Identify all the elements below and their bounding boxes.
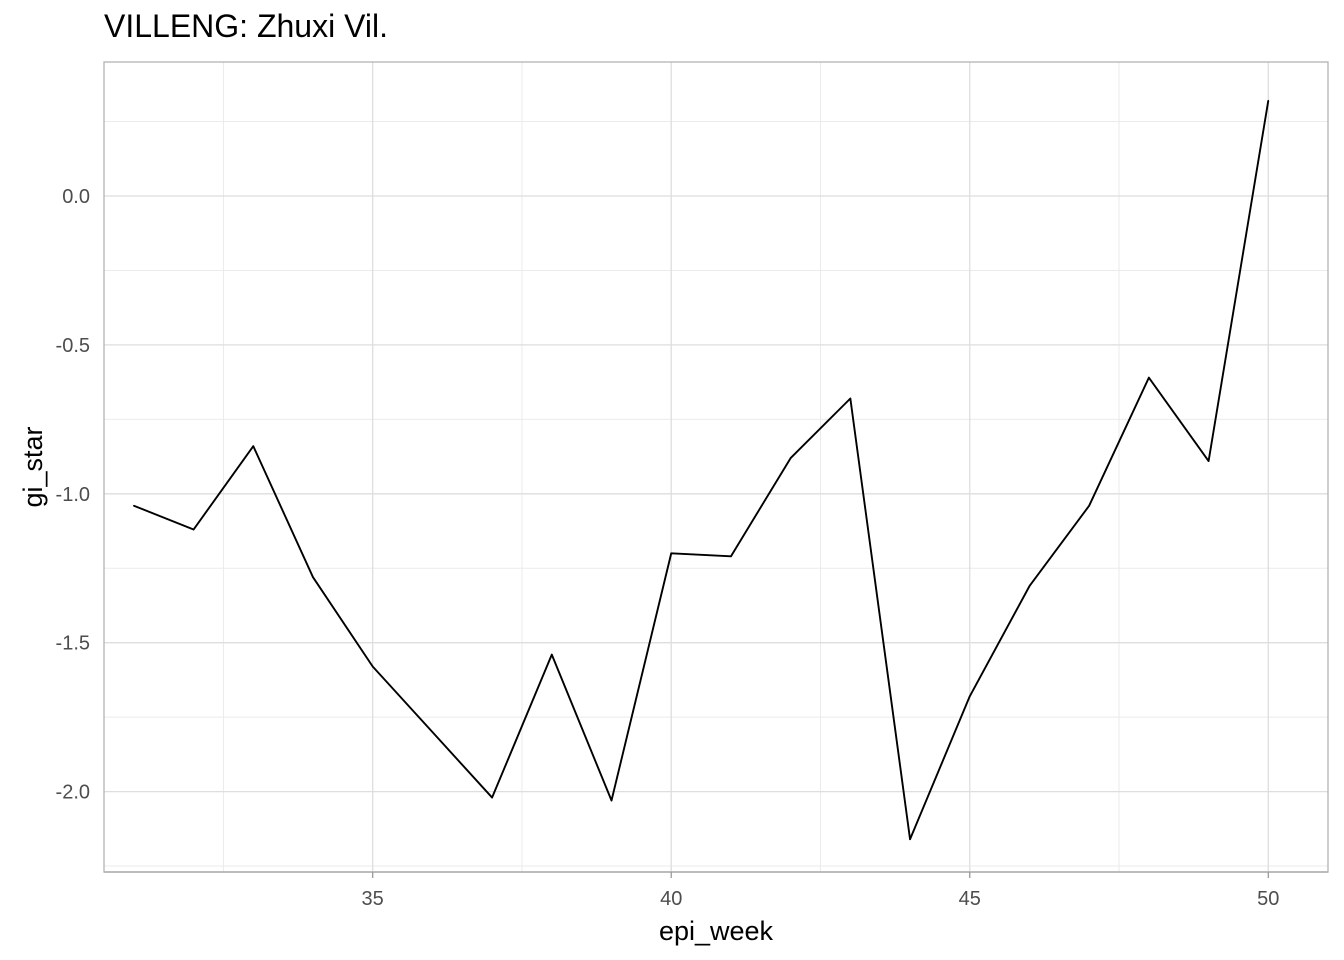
y-tick-label: 0.0 — [62, 186, 90, 208]
data-point — [730, 555, 732, 558]
data-point — [312, 576, 314, 578]
y-axis-title: gi_star — [18, 426, 48, 507]
data-point — [909, 838, 911, 841]
data-point — [849, 397, 852, 400]
data-point — [968, 695, 971, 698]
data-point — [1267, 99, 1270, 102]
data-point — [1207, 460, 1210, 462]
data-point — [1088, 504, 1090, 507]
data-point — [670, 552, 673, 555]
data-point — [551, 653, 553, 656]
y-tick-label: -1.5 — [56, 633, 90, 655]
y-tick-label: -0.5 — [56, 335, 90, 357]
series-layer — [133, 99, 1270, 841]
data-point — [610, 799, 613, 802]
data-point — [491, 796, 493, 799]
data-point — [431, 731, 434, 733]
data-point — [1028, 585, 1031, 587]
x-tick-label: 50 — [1257, 888, 1279, 910]
y-tick-label: -1.0 — [56, 484, 90, 506]
data-point — [789, 457, 792, 459]
data-point — [133, 504, 135, 507]
data-point — [371, 665, 374, 668]
x-axis-title: epi_week — [659, 916, 774, 946]
series-line — [133, 100, 1270, 841]
y-axis-ticks: 0.0 -0.5 -1.0 -1.5 -2.0 — [56, 186, 90, 804]
major-gridlines — [104, 62, 1328, 873]
data-point — [1148, 376, 1150, 379]
minor-gridlines — [104, 62, 1328, 872]
data-point — [252, 445, 255, 447]
x-axis-ticks: 35 40 45 50 — [362, 872, 1279, 910]
plot-panel-border — [103, 61, 1329, 873]
data-point — [192, 528, 195, 531]
chart-title: VILLENG: Zhuxi Vil. — [104, 8, 388, 44]
y-tick-label: -2.0 — [56, 782, 90, 804]
x-tick-label: 45 — [959, 888, 981, 910]
x-tick-label: 40 — [660, 888, 682, 910]
x-tick-label: 35 — [362, 888, 384, 910]
